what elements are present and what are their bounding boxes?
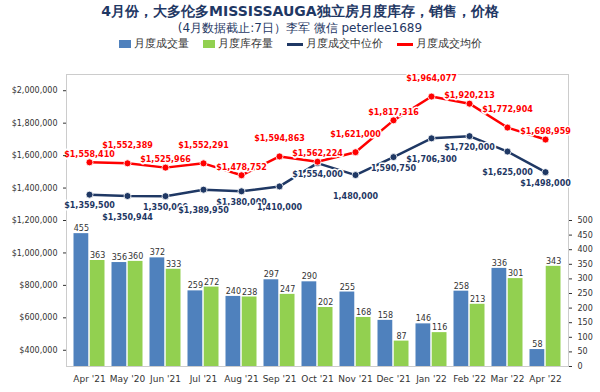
svg-text:$1,389,950: $1,389,950 <box>178 206 229 215</box>
svg-text:333: 333 <box>166 260 181 269</box>
html-text:4月份，大多伦多MISSISSAUGA独立房月度库存，销售，: 4月份，大多伦多MISSISSAUGA独立房月度库存，销售，价格 <box>101 3 499 19</box>
svg-text:$800,000: $800,000 <box>19 281 57 290</box>
svg-text:259: 259 <box>188 281 203 290</box>
svg-text:400: 400 <box>578 245 593 254</box>
svg-text:363: 363 <box>90 251 105 260</box>
svg-text:258: 258 <box>454 282 469 291</box>
svg-text:455: 455 <box>74 224 89 233</box>
svg-text:350: 350 <box>578 260 593 269</box>
svg-text:Oct '21: Oct '21 <box>301 374 333 384</box>
svg-text:$1,554,000: $1,554,000 <box>292 170 343 179</box>
svg-text:Aug '21: Aug '21 <box>224 374 258 384</box>
svg-text:116: 116 <box>432 323 447 332</box>
svg-text:360: 360 <box>128 252 143 261</box>
html-text:月度成交量: 月度成交量 <box>133 37 189 50</box>
svg-text:$1,525,966: $1,525,966 <box>140 155 191 164</box>
svg-text:100: 100 <box>578 333 593 342</box>
svg-text:Apr '21: Apr '21 <box>73 374 105 384</box>
svg-text:$1,400,000: $1,400,000 <box>12 184 58 193</box>
svg-text:202: 202 <box>318 298 333 307</box>
svg-text:50: 50 <box>578 347 588 356</box>
svg-text:343: 343 <box>546 257 561 266</box>
svg-text:450: 450 <box>578 231 593 240</box>
svg-text:240: 240 <box>226 287 241 296</box>
svg-text:$1,720,000: $1,720,000 <box>444 143 495 152</box>
svg-text:$1,552,389: $1,552,389 <box>102 141 153 150</box>
svg-text:$2,000,000: $2,000,000 <box>12 86 58 95</box>
svg-text:$1,552,291: $1,552,291 <box>178 141 229 150</box>
svg-text:$1,350,944: $1,350,944 <box>102 213 153 222</box>
svg-text:Jun '21: Jun '21 <box>149 374 181 384</box>
svg-text:Jul '21: Jul '21 <box>189 374 218 384</box>
svg-text:Nov '21: Nov '21 <box>338 374 372 384</box>
svg-text:$1,498,000: $1,498,000 <box>520 179 571 188</box>
svg-text:272: 272 <box>204 278 219 287</box>
svg-text:1,410,000: 1,410,000 <box>257 203 302 212</box>
svg-text:Sep '21: Sep '21 <box>263 374 297 384</box>
svg-text:0: 0 <box>578 362 583 371</box>
html-text:月度库存量: 月度库存量 <box>217 37 273 50</box>
svg-text:356: 356 <box>112 253 127 262</box>
svg-text:146: 146 <box>416 314 431 323</box>
svg-text:150: 150 <box>578 318 593 327</box>
html-text:(4月数据截止:7日）李军 微信 peterlee1689: (4月数据截止:7日）李军 微信 peterlee1689 <box>177 21 423 35</box>
svg-text:372: 372 <box>150 248 165 257</box>
svg-text:Dec '21: Dec '21 <box>376 374 410 384</box>
svg-text:$400,000: $400,000 <box>19 346 57 355</box>
svg-text:$1,772,904: $1,772,904 <box>482 105 533 114</box>
svg-text:$1,558,410: $1,558,410 <box>64 150 115 159</box>
svg-text:255: 255 <box>340 283 355 292</box>
html-text:月度成交均价: 月度成交均价 <box>415 37 482 50</box>
svg-text:$1,621,000: $1,621,000 <box>330 130 381 139</box>
svg-text:$1,594,863: $1,594,863 <box>254 134 305 143</box>
svg-text:297: 297 <box>264 270 279 279</box>
svg-text:$1,920,213: $1,920,213 <box>444 91 495 100</box>
svg-text:301: 301 <box>508 269 523 278</box>
svg-text:Mar '22: Mar '22 <box>491 374 525 384</box>
svg-text:200: 200 <box>578 304 593 313</box>
svg-text:1,590,750: 1,590,750 <box>371 164 416 173</box>
svg-text:58: 58 <box>532 340 542 349</box>
svg-text:238: 238 <box>242 288 257 297</box>
svg-text:May '20: May '20 <box>110 374 146 384</box>
svg-text:$1,000,000: $1,000,000 <box>12 249 58 258</box>
svg-text:$1,562,224: $1,562,224 <box>292 149 343 158</box>
svg-text:Apr '22: Apr '22 <box>529 374 561 384</box>
svg-text:Jan '22: Jan '22 <box>415 374 447 384</box>
svg-text:290: 290 <box>302 272 317 281</box>
svg-text:87: 87 <box>397 332 407 341</box>
svg-text:168: 168 <box>356 308 371 317</box>
svg-text:$1,200,000: $1,200,000 <box>12 216 58 225</box>
svg-text:213: 213 <box>470 295 485 304</box>
svg-text:250: 250 <box>578 289 593 298</box>
svg-text:336: 336 <box>492 259 507 268</box>
svg-text:$1,359,500: $1,359,500 <box>64 201 115 210</box>
svg-text:$1,600,000: $1,600,000 <box>12 151 58 160</box>
svg-text:$1,380,000: $1,380,000 <box>216 197 267 207</box>
html-text:月度成交中位价: 月度成交中位价 <box>305 37 383 50</box>
svg-text:1,480,000: 1,480,000 <box>333 192 378 201</box>
svg-text:$1,817,316: $1,817,316 <box>368 108 419 117</box>
svg-text:$1,964,077: $1,964,077 <box>406 74 457 83</box>
svg-text:$1,706,300: $1,706,300 <box>406 155 457 164</box>
svg-text:$1,478,752: $1,478,752 <box>216 163 267 172</box>
svg-text:158: 158 <box>378 311 393 320</box>
svg-text:$600,000: $600,000 <box>19 313 57 322</box>
svg-text:247: 247 <box>280 285 295 294</box>
svg-text:300: 300 <box>578 274 593 283</box>
svg-text:$1,698,959: $1,698,959 <box>520 127 571 136</box>
svg-text:$1,625,000: $1,625,000 <box>482 168 533 177</box>
svg-text:1,350,000: 1,350,000 <box>143 202 188 212</box>
svg-text:500: 500 <box>578 216 593 225</box>
svg-text:Feb '22: Feb '22 <box>453 374 486 384</box>
svg-text:$1,800,000: $1,800,000 <box>12 119 58 128</box>
